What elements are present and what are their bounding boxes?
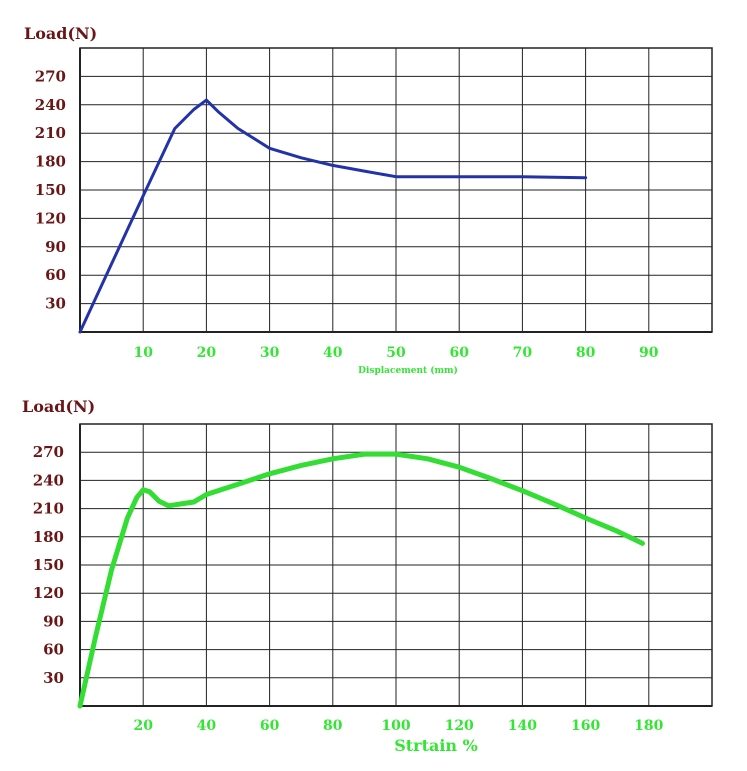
y-tick-label: 180 xyxy=(33,528,64,546)
chart-load-vs-displacement: Load(N) 30 60 90 120 150 180 210 240 270 10 20 30 40 5… xyxy=(24,24,713,376)
x-tick-label: 70 xyxy=(513,345,533,361)
y-tick-label: 150 xyxy=(33,556,64,574)
y-tick-label: 30 xyxy=(43,669,64,687)
x-tick-label: 60 xyxy=(260,718,280,734)
x-tick-label: 140 xyxy=(508,718,537,734)
y-tick-label: 90 xyxy=(45,238,66,256)
y-tick-label: 90 xyxy=(43,612,64,630)
y-tick-label: 180 xyxy=(35,153,66,171)
x-tick-label: 50 xyxy=(386,345,406,361)
grid-lines xyxy=(80,424,712,706)
grid-lines xyxy=(80,48,712,332)
x-tick-label: 120 xyxy=(445,718,474,734)
y-tick-label: 270 xyxy=(35,67,66,85)
y-tick-label: 240 xyxy=(33,471,64,489)
y-tick-label: 120 xyxy=(33,584,64,602)
x-tick-label: 80 xyxy=(323,718,343,734)
y-tick-label: 150 xyxy=(35,181,66,199)
x-tick-label: 100 xyxy=(381,718,410,734)
x-tick-label: 80 xyxy=(576,345,596,361)
x-axis-title: Strtain % xyxy=(394,736,478,755)
y-axis-title: Load(N) xyxy=(22,397,95,416)
x-tick-label: 40 xyxy=(197,718,217,734)
x-tick-label: 180 xyxy=(634,718,663,734)
y-tick-label: 60 xyxy=(43,641,64,659)
y-axis-title: Load(N) xyxy=(24,24,97,43)
x-axis-title: Displacement (mm) xyxy=(358,365,458,376)
y-tick-label: 210 xyxy=(33,500,64,518)
x-tick-label: 20 xyxy=(133,718,153,734)
x-tick-label: 40 xyxy=(323,345,343,361)
y-tick-label: 270 xyxy=(33,443,64,461)
x-tick-label: 20 xyxy=(197,345,217,361)
y-tick-label: 30 xyxy=(45,295,66,313)
series-line xyxy=(77,451,645,709)
x-tick-label: 10 xyxy=(133,345,153,361)
x-tick-label: 160 xyxy=(571,718,600,734)
x-tick-label: 60 xyxy=(449,345,469,361)
y-tick-label: 210 xyxy=(35,124,66,142)
x-tick-label: 30 xyxy=(260,345,280,361)
y-tick-label: 240 xyxy=(35,96,66,114)
x-tick-label: 90 xyxy=(639,345,659,361)
y-tick-label: 120 xyxy=(35,209,66,227)
y-tick-label: 60 xyxy=(45,266,66,284)
chart-load-vs-strain: Load(N) 30 60 90 120 150 180 210 240 270 20 40 60 80 1… xyxy=(22,397,713,755)
series-line xyxy=(78,98,588,334)
